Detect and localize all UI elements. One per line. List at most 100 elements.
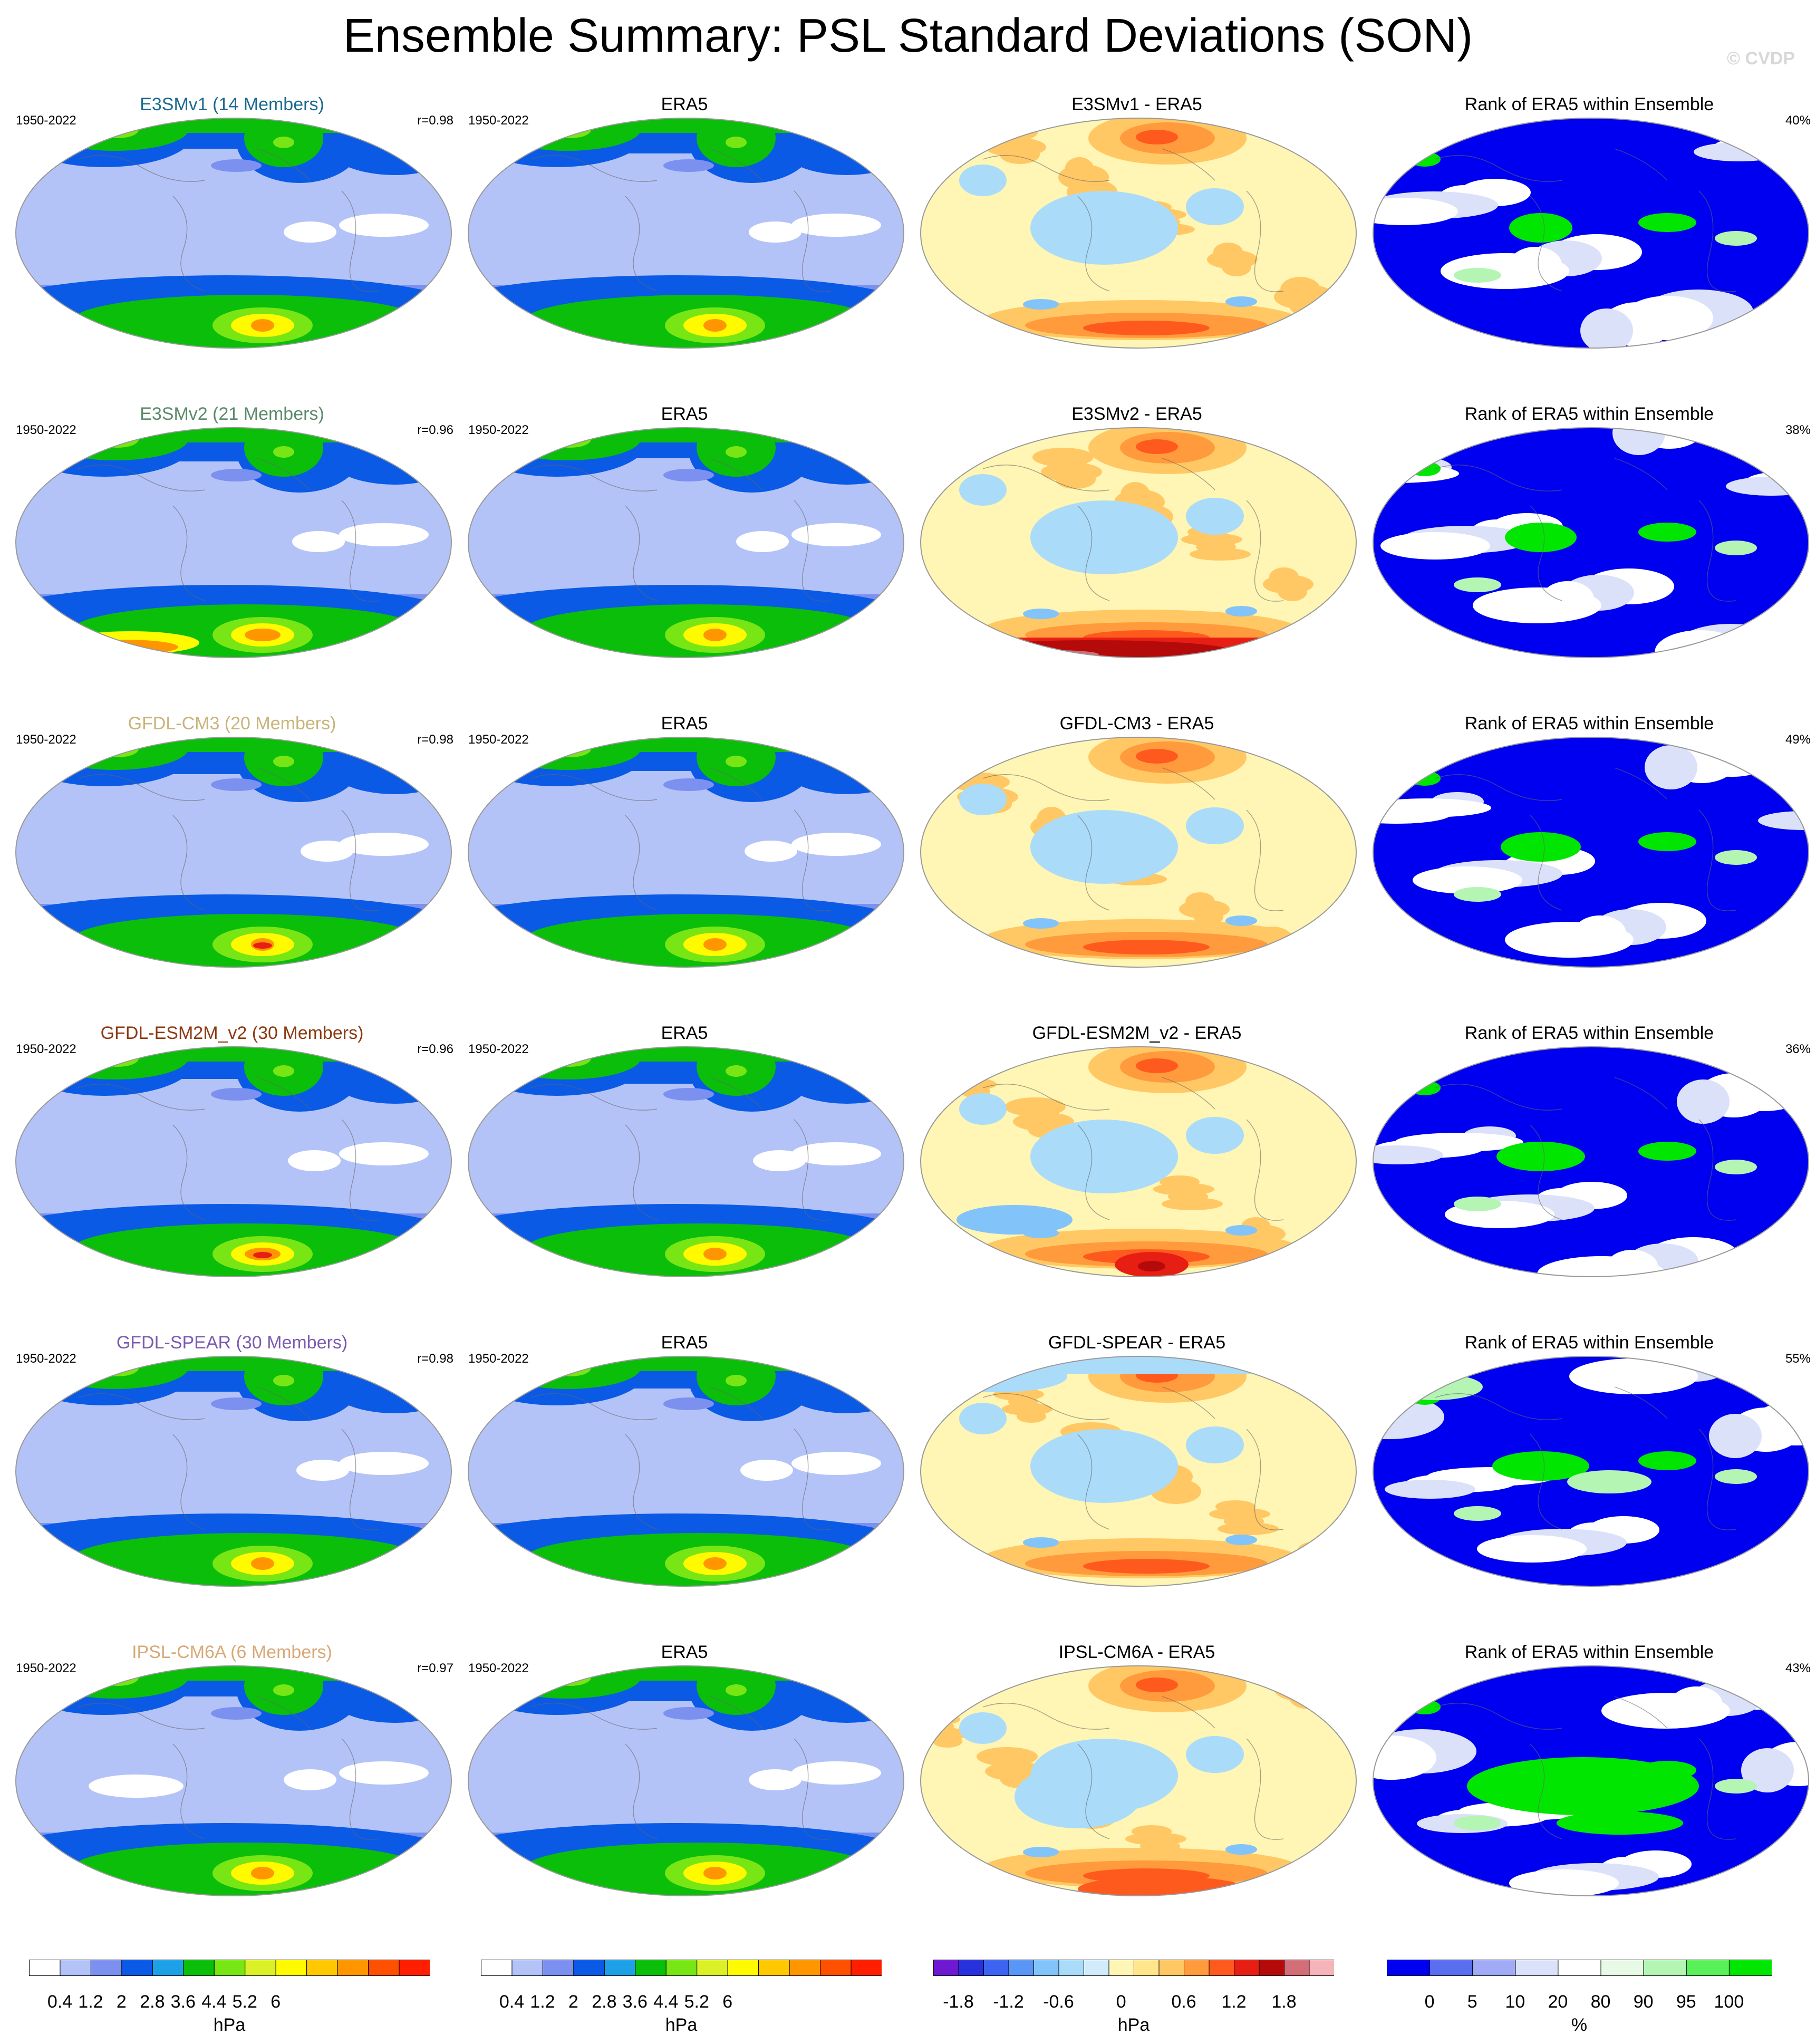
- colorbar-box: [245, 1960, 276, 1976]
- colorbar-tick-label: 90: [1633, 1992, 1654, 2012]
- colorbar-tick-label: -0.6: [1043, 1992, 1074, 2012]
- colorbar-tick-label: 10: [1505, 1992, 1525, 2012]
- sd-colorbar: 0.4 1.2 2 2.8 3.6 4.4 5.2 6 hPa: [29, 1960, 430, 2044]
- colorbar-box: [1472, 1960, 1516, 1976]
- rank-panel-title: Rank of ERA5 within Ensemble: [1464, 94, 1714, 114]
- colorbar-box: [758, 1960, 790, 1976]
- rank-map: [1373, 737, 1809, 968]
- colorbar-box: [1084, 1960, 1109, 1976]
- era5-map: [468, 1356, 904, 1587]
- colorbar-box: [337, 1960, 369, 1976]
- era5-map: [468, 427, 904, 658]
- era5-panel-title: ERA5: [661, 404, 708, 424]
- model-panel-title: E3SMv1 (14 Members): [140, 94, 324, 114]
- model-map: [15, 427, 452, 658]
- colorbar-box: [1033, 1960, 1059, 1976]
- period-label: 1950-2022: [16, 1661, 76, 1675]
- colorbar-box: [1158, 1960, 1184, 1976]
- difference-panel-title: GFDL-SPEAR - ERA5: [1048, 1333, 1226, 1353]
- rank-percent-label: 55%: [1785, 1352, 1811, 1366]
- model-map: [15, 118, 452, 349]
- colorbar-tick-label: 80: [1590, 1992, 1611, 2012]
- rank-panel: Rank of ERA5 within Ensemble 38%: [1363, 403, 1816, 714]
- sd-colorbar-boxes: [29, 1960, 430, 1976]
- colorbar-box: [1728, 1960, 1772, 1976]
- model-panel-title: IPSL-CM6A (6 Members): [132, 1642, 332, 1662]
- rank-percent-label: 40%: [1785, 113, 1811, 128]
- difference-panel-title: E3SMv1 - ERA5: [1071, 94, 1202, 114]
- model-panel: IPSL-CM6A (6 Members) 1950-2022 r=0.97: [5, 1642, 459, 1952]
- colorbar-tick-label: 4.4: [201, 1992, 227, 2012]
- rank-panel-title: Rank of ERA5 within Ensemble: [1464, 714, 1714, 734]
- rank-map: [1373, 1356, 1809, 1587]
- colorbar-tick-label: 0: [1424, 1992, 1435, 2012]
- rank-percent-label: 43%: [1785, 1661, 1811, 1675]
- colorbar-box: [665, 1960, 698, 1976]
- colorbar-box: [697, 1960, 728, 1976]
- colorbar-box: [1184, 1960, 1210, 1976]
- figure-title: Ensemble Summary: PSL Standard Deviation…: [343, 9, 1473, 62]
- colorbar-box: [1309, 1960, 1334, 1976]
- colorbar-tick-label: 0.6: [1171, 1992, 1196, 2012]
- colorbar-box: [121, 1960, 153, 1976]
- colorbar-tick-label: 4.4: [653, 1992, 679, 2012]
- diff-panel: GFDL-SPEAR - ERA5: [910, 1332, 1364, 1642]
- colorbar-box: [1284, 1960, 1310, 1976]
- colorbar-box: [90, 1960, 122, 1976]
- colorbar-unit: %: [1571, 2015, 1588, 2035]
- colorbar-box: [851, 1960, 882, 1976]
- diff-map: [920, 118, 1357, 349]
- diff-colorbar: -1.8 -1.2 -0.6 0 0.6 1.2 1.8 hPa: [933, 1960, 1334, 2044]
- colorbar-box: [727, 1960, 759, 1976]
- rank-panel: Rank of ERA5 within Ensemble 55%: [1363, 1332, 1816, 1642]
- period-label: 1950-2022: [16, 1042, 76, 1056]
- difference-panel-title: GFDL-CM3 - ERA5: [1059, 714, 1214, 734]
- model-panel: GFDL-CM3 (20 Members) 1950-2022 r=0.98: [5, 713, 459, 1023]
- cvdp-watermark: © CVDP: [1727, 49, 1795, 69]
- colorbar-box: [1515, 1960, 1559, 1976]
- colorbar-box: [152, 1960, 184, 1976]
- diff-map: [920, 737, 1357, 968]
- era5-panel-title: ERA5: [661, 1023, 708, 1043]
- colorbar-box: [1600, 1960, 1644, 1976]
- era5-panel: ERA5 1950-2022: [458, 713, 911, 1023]
- colorbar-tick-label: 0.4: [499, 1992, 525, 2012]
- colorbar-unit: hPa: [665, 2015, 698, 2035]
- model-panel-title: E3SMv2 (21 Members): [140, 404, 324, 424]
- rank-map: [1373, 1046, 1809, 1277]
- colorbar-box: [1209, 1960, 1234, 1976]
- rank-percent-label: 36%: [1785, 1042, 1811, 1056]
- correlation-label: r=0.98: [417, 1352, 453, 1366]
- colorbar-tick-label: 95: [1676, 1992, 1696, 2012]
- colorbar-box: [1429, 1960, 1473, 1976]
- era5-panel: ERA5 1950-2022: [458, 94, 911, 404]
- model-panel-title: GFDL-SPEAR (30 Members): [116, 1333, 348, 1353]
- colorbar-box: [933, 1960, 959, 1976]
- era5-panel-title: ERA5: [661, 1642, 708, 1662]
- colorbar-box: [604, 1960, 636, 1976]
- rank-map: [1373, 118, 1809, 349]
- rank-panel-title: Rank of ERA5 within Ensemble: [1464, 404, 1714, 424]
- era5-panel: ERA5 1950-2022: [458, 1642, 911, 1952]
- period-label: 1950-2022: [468, 1352, 529, 1366]
- period-label: 1950-2022: [16, 1352, 76, 1366]
- correlation-label: r=0.97: [417, 1661, 453, 1675]
- period-label: 1950-2022: [16, 732, 76, 747]
- colorbar-box: [1108, 1960, 1134, 1976]
- model-panel-title: GFDL-CM3 (20 Members): [128, 714, 336, 734]
- difference-panel-title: GFDL-ESM2M_v2 - ERA5: [1032, 1023, 1242, 1043]
- period-label: 1950-2022: [468, 113, 529, 128]
- colorbar-box: [275, 1960, 307, 1976]
- period-label: 1950-2022: [16, 423, 76, 437]
- colorbar-box: [1259, 1960, 1284, 1976]
- rank-colorbar-boxes: [1387, 1960, 1772, 1976]
- rank-panel-title: Rank of ERA5 within Ensemble: [1464, 1023, 1714, 1043]
- colorbar-box: [1008, 1960, 1034, 1976]
- rank-colorbar: 0 5 10 20 80 90 95 100%: [1387, 1960, 1772, 2044]
- diff-panel: IPSL-CM6A - ERA5: [910, 1642, 1364, 1952]
- colorbar-tick-label: 2: [568, 1992, 578, 2012]
- colorbar-tick-label: 0.4: [47, 1992, 73, 2012]
- colorbar-box: [1558, 1960, 1601, 1976]
- rank-panel: Rank of ERA5 within Ensemble 43%: [1363, 1642, 1816, 1952]
- colorbar-box: [29, 1960, 61, 1976]
